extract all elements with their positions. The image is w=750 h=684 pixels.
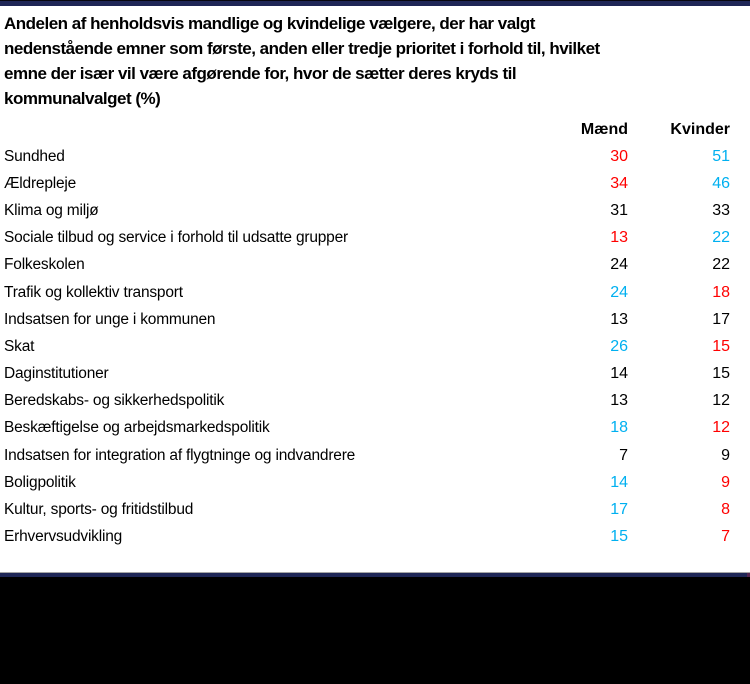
figure-title-line: nedenstående emner som første, anden ell… — [4, 39, 600, 58]
figure-title-line: emne der især vil være afgørende for, hv… — [4, 64, 517, 83]
row-label: Beskæftigelse og arbejdsmarkedspolitik — [4, 419, 270, 437]
value-kvinder: 22 — [712, 256, 730, 274]
value-maend: 24 — [610, 283, 628, 301]
value-kvinder: 22 — [712, 229, 730, 247]
value-maend: 13 — [610, 229, 628, 247]
row-label: Indsatsen for integration af flygtninge … — [4, 446, 356, 464]
value-maend: 18 — [610, 419, 628, 437]
table-row: Daginstitutioner 14 15 — [0, 361, 750, 388]
value-maend: 34 — [610, 174, 628, 192]
row-label: Beredskabs- og sikkerhedspolitik — [4, 392, 225, 410]
table-body: Sundhed 30 51 Ældrepleje 34 46 Klima og miljø 3… — [0, 143, 750, 551]
value-kvinder: 15 — [712, 365, 730, 383]
table-row: Kultur, sports- og fritidstilbud 17 8 — [0, 496, 750, 523]
table-header-row: Mænd Kvinder — [0, 116, 750, 143]
figure-title: Andelen af henholdsvis mandlige og kvind… — [4, 11, 750, 111]
table-row: Sundhed 30 51 — [0, 143, 750, 170]
row-label: Sociale tilbud og service i forhold til … — [4, 229, 348, 247]
value-kvinder: 33 — [712, 201, 730, 219]
value-kvinder: 7 — [721, 528, 730, 546]
row-label: Kultur, sports- og fritidstilbud — [4, 501, 194, 519]
table-row: Beskæftigelse og arbejdsmarkedspolitik 18… — [0, 415, 750, 442]
accent-bar-edge-cap — [747, 573, 750, 577]
value-kvinder: 51 — [712, 147, 730, 165]
value-kvinder: 15 — [712, 337, 730, 355]
value-kvinder: 46 — [712, 174, 730, 192]
value-maend: 24 — [610, 256, 628, 274]
value-maend: 30 — [610, 147, 628, 165]
figure-title-line: kommunalvalget (%) — [4, 89, 161, 108]
value-maend: 13 — [610, 392, 628, 410]
table-row: Beredskabs- og sikkerhedspolitik 13 12 — [0, 388, 750, 415]
table-row: Trafik og kollektiv transport 24 18 — [0, 279, 750, 306]
value-maend: 26 — [610, 337, 628, 355]
value-maend: 31 — [610, 201, 628, 219]
row-label: Indsatsen for unge i kommunen — [4, 310, 216, 328]
value-kvinder: 8 — [721, 501, 730, 519]
table-row: Skat 26 15 — [0, 333, 750, 360]
value-kvinder: 12 — [712, 392, 730, 410]
bottom-whitespace — [0, 551, 750, 572]
table-row: Indsatsen for unge i kommunen 13 17 — [0, 306, 750, 333]
row-label: Erhvervsudvikling — [4, 528, 123, 546]
table-row: Indsatsen for integration af flygtninge … — [0, 442, 750, 469]
table-row: Sociale tilbud og service i forhold til … — [0, 225, 750, 252]
bottom-gray-rule — [0, 572, 750, 573]
row-label: Folkeskolen — [4, 256, 85, 274]
table-row: Klima og miljø 31 33 — [0, 197, 750, 224]
row-label: Ældrepleje — [4, 174, 77, 192]
table-row: Erhvervsudvikling 15 7 — [0, 524, 750, 551]
column-header-maend: Mænd — [580, 120, 628, 138]
table-row: Folkeskolen 24 22 — [0, 252, 750, 279]
row-label: Trafik og kollektiv transport — [4, 283, 183, 301]
row-label: Sundhed — [4, 147, 65, 165]
bottom-accent-bar — [0, 573, 750, 577]
value-kvinder: 12 — [712, 419, 730, 437]
value-kvinder: 18 — [712, 283, 730, 301]
table-row: Boligpolitik 14 9 — [0, 469, 750, 496]
row-label: Skat — [4, 337, 35, 355]
top-accent-bar — [0, 0, 750, 6]
value-maend: 14 — [610, 365, 628, 383]
footer-black-block — [0, 577, 750, 684]
figure-title-line: Andelen af henholdsvis mandlige og kvind… — [4, 14, 535, 33]
value-kvinder: 17 — [712, 310, 730, 328]
row-label: Klima og miljø — [4, 201, 99, 219]
value-kvinder: 9 — [721, 446, 730, 464]
table-row: Ældrepleje 34 46 — [0, 170, 750, 197]
value-maend: 14 — [610, 473, 628, 491]
value-maend: 13 — [610, 310, 628, 328]
value-maend: 15 — [610, 528, 628, 546]
value-maend: 17 — [610, 501, 628, 519]
column-header-kvinder: Kvinder — [670, 120, 730, 138]
row-label: Boligpolitik — [4, 473, 76, 491]
value-maend: 7 — [619, 446, 628, 464]
row-label: Daginstitutioner — [4, 365, 109, 383]
value-kvinder: 9 — [721, 473, 730, 491]
